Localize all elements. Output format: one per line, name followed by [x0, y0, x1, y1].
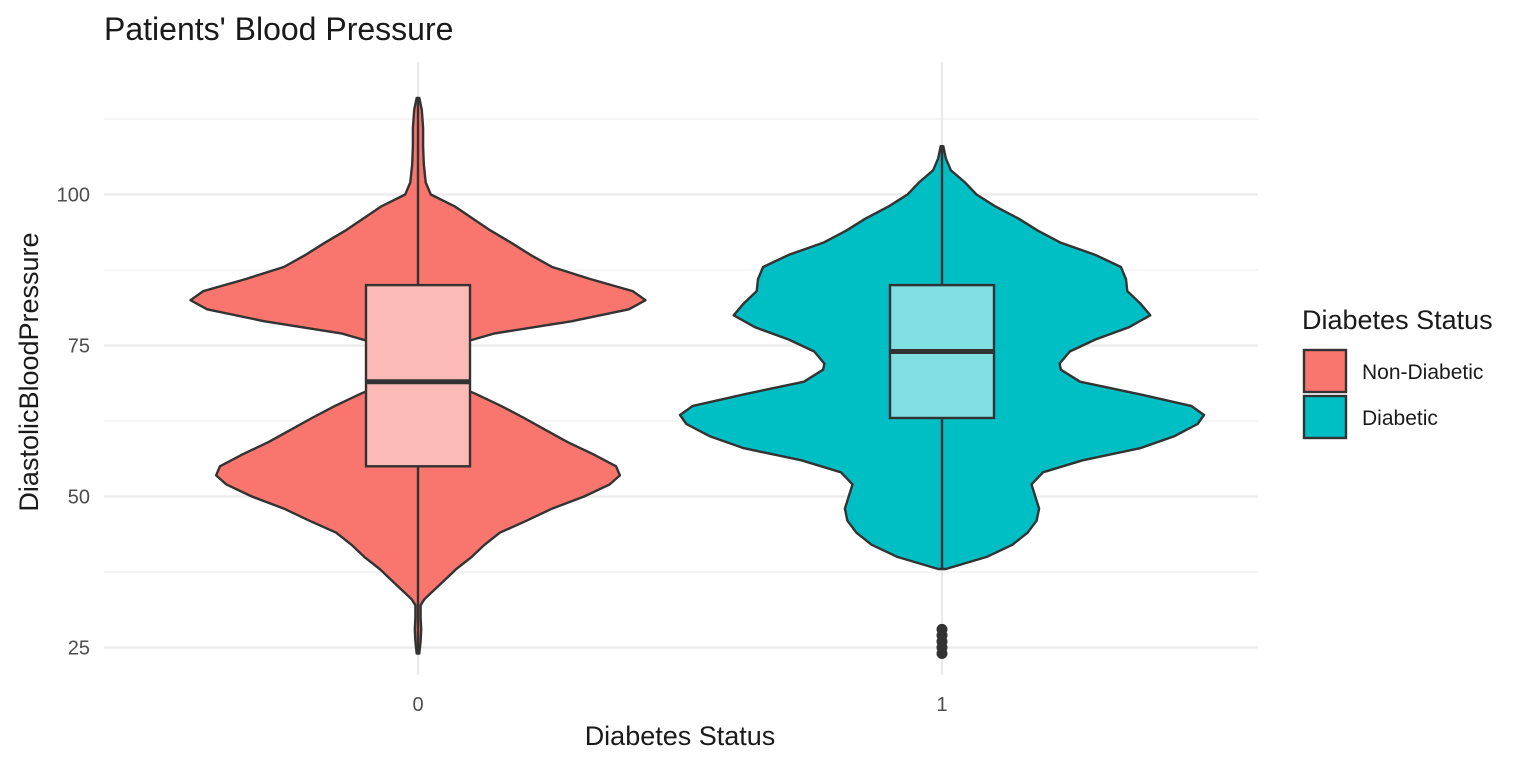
- outlier-point: [936, 623, 948, 635]
- legend-label: Diabetic: [1362, 407, 1438, 430]
- legend: Diabetes Status Non-Diabetic Diabetic: [1302, 305, 1493, 440]
- y-tick-labels: 25 50 75 100: [57, 185, 90, 660]
- x-tick-label: 0: [412, 694, 423, 716]
- y-axis-title: DiastolicBloodPressure: [14, 232, 44, 511]
- y-tick-label: 50: [68, 487, 90, 509]
- legend-title: Diabetes Status: [1302, 305, 1493, 335]
- box-0: [364, 283, 472, 468]
- legend-label: Non-Diabetic: [1362, 361, 1483, 384]
- y-tick-label: 25: [68, 638, 90, 660]
- y-tick-label: 75: [68, 336, 90, 358]
- legend-key: [1302, 348, 1348, 394]
- violins: [189, 96, 1206, 655]
- boxplots: [364, 97, 996, 660]
- x-tick-label: 1: [936, 694, 947, 716]
- chart-title: Patients' Blood Pressure: [104, 11, 453, 47]
- x-axis-title: Diabetes Status: [585, 721, 776, 751]
- grid-lines: [104, 62, 1258, 675]
- y-tick-label: 100: [57, 185, 90, 207]
- legend-key: [1302, 394, 1348, 440]
